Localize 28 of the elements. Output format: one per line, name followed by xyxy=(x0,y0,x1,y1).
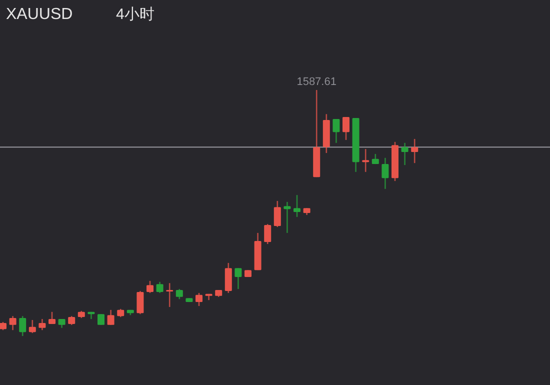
candlestick xyxy=(107,309,114,326)
candlestick xyxy=(9,315,16,331)
candlestick xyxy=(284,201,291,234)
candlestick xyxy=(342,116,350,141)
candlestick xyxy=(234,267,242,290)
candlestick xyxy=(362,148,370,173)
candlestick xyxy=(19,315,26,337)
title: XAUUSD xyxy=(6,6,73,23)
candlestick xyxy=(294,194,300,218)
candlestick xyxy=(196,292,202,307)
candlestick xyxy=(28,319,36,334)
candlestick xyxy=(136,290,144,315)
candlestick xyxy=(382,157,389,190)
candlestick xyxy=(264,223,272,245)
subtitle: 4小时 xyxy=(116,6,154,23)
candlestick xyxy=(224,262,232,294)
candlestick xyxy=(274,200,281,228)
candlestick xyxy=(38,318,46,331)
candlestick xyxy=(401,142,408,166)
candlestick xyxy=(166,282,174,308)
candlestick xyxy=(156,281,164,294)
candlestick xyxy=(98,313,104,326)
candlestick xyxy=(332,118,340,144)
candlestick xyxy=(48,311,56,325)
candlestick xyxy=(411,138,418,164)
candlestick xyxy=(146,280,154,294)
text: 1587.61 xyxy=(296,76,336,88)
candlestick xyxy=(176,288,183,300)
